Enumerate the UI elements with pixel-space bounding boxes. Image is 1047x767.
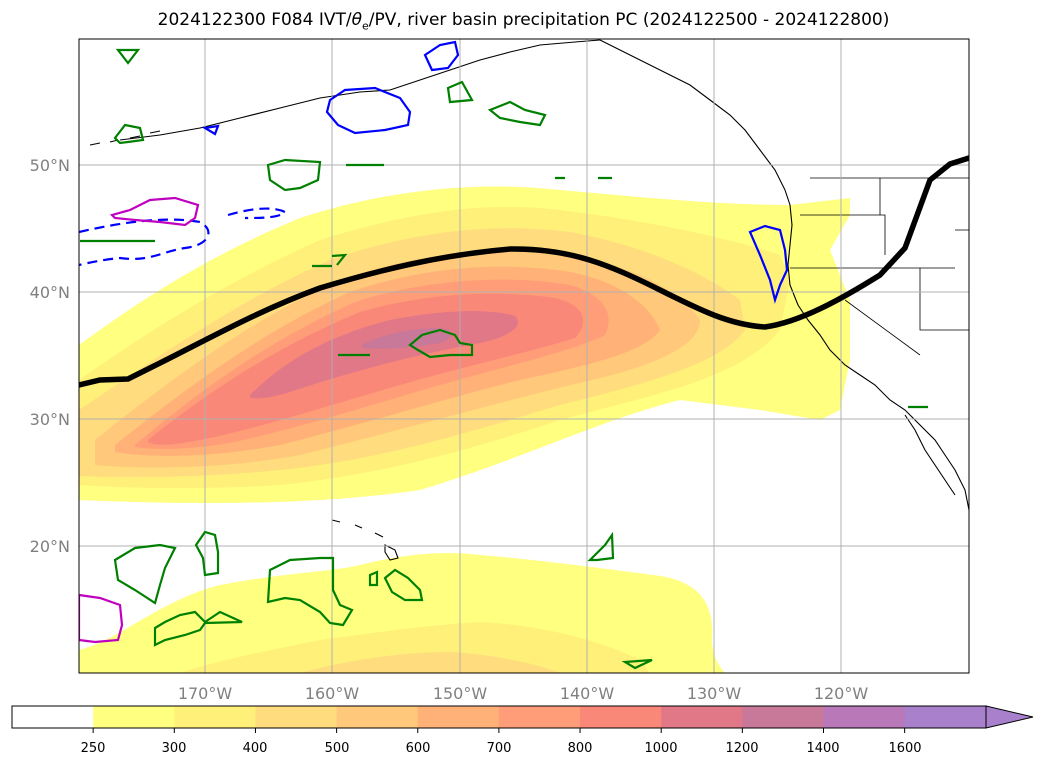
longitude-labels: 170°W 160°W 150°W 140°W 130°W 120°W <box>178 684 869 703</box>
lon-label: 170°W <box>178 684 233 703</box>
us-west-coastline <box>784 189 969 511</box>
colorbar-tick-label: 300 <box>162 741 187 756</box>
colorbar-tick-label: 1600 <box>888 741 921 756</box>
precipitation-contours <box>79 196 200 644</box>
colorbar-tick-label: 700 <box>487 741 512 756</box>
title-part: /PV, river basin precipitation PC (20241… <box>368 10 890 30</box>
title-theta: θ <box>351 10 362 30</box>
gridlines <box>79 39 969 673</box>
colorbar-tick-label: 1000 <box>644 741 677 756</box>
colorbar-tick-label: 1400 <box>806 741 839 756</box>
colorbar: 250 300 400 500 600 700 800 1000 1200 14… <box>11 705 1034 756</box>
theta-e-contours <box>79 40 789 304</box>
colorbar-segment <box>336 706 419 728</box>
colorbar-segment <box>255 706 338 728</box>
ivt-band-400-south <box>300 652 560 673</box>
map-frame <box>78 38 970 674</box>
lat-label: 40°N <box>30 283 70 302</box>
lon-label: 160°W <box>305 684 360 703</box>
lon-label: 150°W <box>433 684 488 703</box>
ivt-band-300-south <box>180 622 650 673</box>
colorbar-segment <box>12 706 94 728</box>
colorbar-segments <box>12 706 987 728</box>
map-area <box>79 39 969 673</box>
colorbar-extend-arrow <box>985 705 1034 729</box>
colorbar-segment <box>174 706 257 728</box>
jet-axis-line <box>79 155 969 388</box>
colorbar-tick-label: 1200 <box>725 741 758 756</box>
colorbar-ticks: 250 300 400 500 600 700 800 1000 1200 14… <box>81 728 922 756</box>
latitude-labels: 50°N 40°N 30°N 20°N <box>30 156 70 556</box>
lat-label: 30°N <box>30 410 70 429</box>
alaska-panhandle-coastline <box>599 39 786 191</box>
ivt-filled-contours <box>79 186 850 673</box>
colorbar-segment <box>498 706 581 728</box>
coastlines <box>89 39 969 561</box>
colorbar-segment <box>580 706 662 728</box>
colorbar-tick-label: 400 <box>243 741 268 756</box>
lat-label: 50°N <box>30 156 70 175</box>
colorbar-segment <box>904 706 987 728</box>
colorbar-tick-label: 800 <box>568 741 593 756</box>
title-part: 2024122300 F084 IVT/ <box>157 10 352 30</box>
lon-label: 120°W <box>814 684 869 703</box>
aleutian-islands <box>89 130 161 146</box>
colorbar-tick-label: 250 <box>81 741 106 756</box>
colorbar-segment <box>823 706 906 728</box>
colorbar-segment <box>417 706 500 728</box>
colorbar-segment <box>661 706 743 728</box>
lon-label: 140°W <box>560 684 615 703</box>
page-title: 2024122300 F084 IVT/θe/PV, river basin p… <box>0 10 1047 32</box>
alaska-coastline <box>119 39 601 141</box>
colorbar-tick-label: 500 <box>325 741 350 756</box>
baja-coastline <box>904 414 956 496</box>
lat-label: 20°N <box>30 537 70 556</box>
state-borders <box>790 177 969 356</box>
colorbar-segment <box>742 706 825 728</box>
hawaii-islands <box>331 519 399 561</box>
colorbar-segment <box>93 706 175 728</box>
lon-label: 130°W <box>687 684 742 703</box>
colorbar-tick-label: 600 <box>406 741 431 756</box>
title-theta-subscript: e <box>362 19 369 33</box>
pv-contours <box>80 48 928 670</box>
